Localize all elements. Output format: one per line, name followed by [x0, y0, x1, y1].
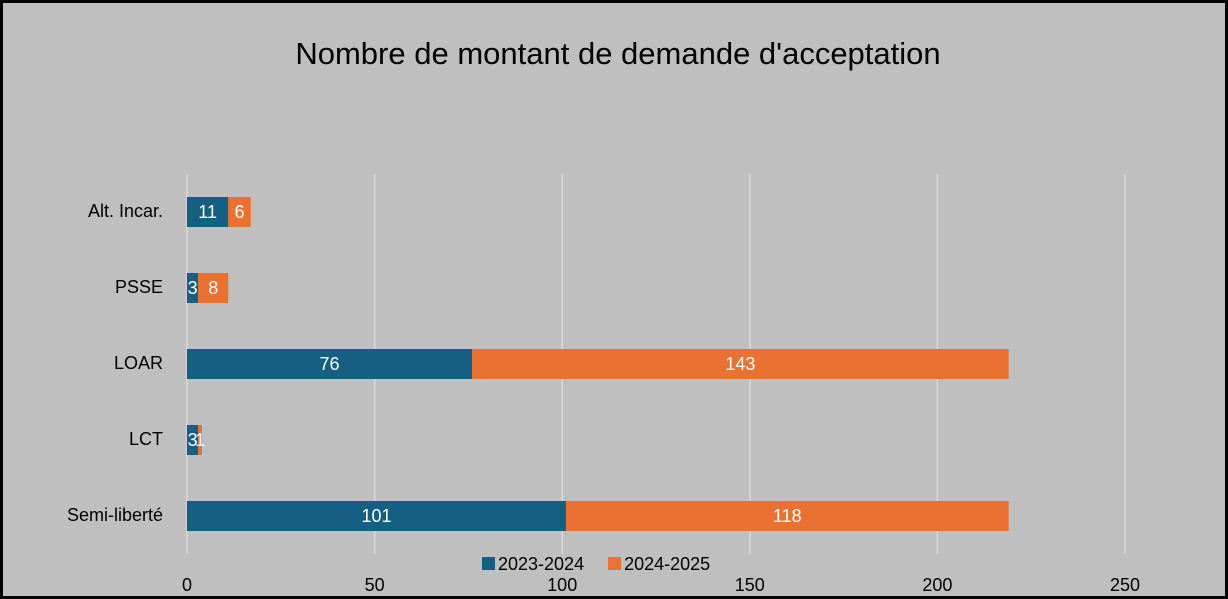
data-label: 11 — [198, 202, 217, 222]
x-tick-label: 0 — [182, 575, 192, 595]
legend-label: 2023-2024 — [498, 554, 584, 574]
x-tick-label: 200 — [922, 575, 952, 595]
bar — [187, 273, 199, 303]
bar — [187, 197, 229, 227]
bar — [187, 425, 199, 455]
x-tick-label: 150 — [735, 575, 765, 595]
data-label: 143 — [725, 354, 755, 374]
bar — [198, 425, 203, 455]
data-label: 101 — [361, 506, 391, 526]
y-tick-label: LCT — [129, 429, 163, 449]
y-tick-label: LOAR — [114, 353, 163, 373]
x-tick-label: 100 — [547, 575, 577, 595]
bar — [187, 349, 473, 379]
bar — [472, 349, 1009, 379]
data-label: 118 — [773, 506, 802, 526]
bar — [187, 501, 566, 531]
data-label: 1 — [195, 430, 205, 450]
bar — [565, 501, 1009, 531]
data-label: 6 — [235, 202, 245, 222]
legend-swatch — [608, 557, 622, 570]
data-label: 8 — [208, 278, 218, 298]
bar — [228, 197, 251, 227]
x-tick-label: 50 — [365, 575, 385, 595]
legend-swatch — [482, 557, 495, 570]
y-tick-label: Semi-liberté — [67, 505, 163, 525]
data-label: 3 — [188, 278, 198, 298]
data-label: 76 — [320, 354, 340, 374]
chart-title: Nombre de montant de demande d'acceptati… — [295, 36, 940, 71]
data-label: 3 — [188, 430, 198, 450]
bar — [198, 273, 229, 303]
y-tick-label: Alt. Incar. — [88, 201, 163, 221]
y-tick-label: PSSE — [115, 277, 163, 297]
legend-label: 2024-2025 — [624, 554, 710, 574]
x-tick-label: 250 — [1110, 575, 1140, 595]
